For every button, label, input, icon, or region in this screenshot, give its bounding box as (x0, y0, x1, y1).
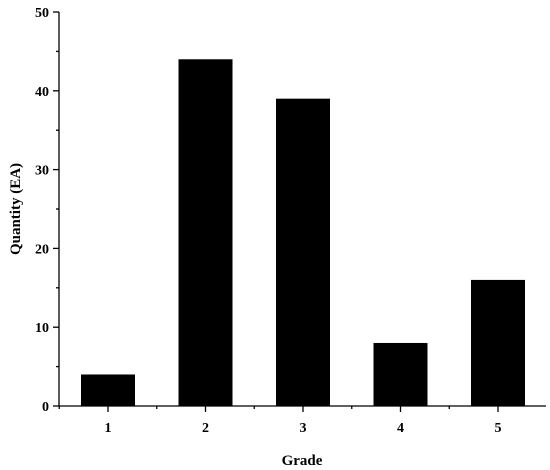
bar-grade-1 (81, 374, 135, 406)
y-tick-label: 50 (35, 6, 49, 21)
bar-grade-3 (276, 98, 330, 407)
y-tick-label: 20 (35, 242, 49, 257)
x-axis-title: Grade (282, 453, 323, 469)
y-tick-label: 30 (35, 164, 49, 179)
y-ticks-group: 0 10 20 30 40 50 (35, 6, 59, 415)
x-tick-label: 2 (202, 421, 209, 436)
x-tick-label: 1 (105, 421, 112, 436)
y-tick-label: 0 (42, 400, 49, 415)
x-ticks-group: 1 2 3 4 5 (58, 406, 502, 436)
bar-grade-4 (373, 342, 428, 406)
x-tick-label: 5 (495, 421, 502, 436)
bar-grade-5 (471, 279, 525, 406)
y-axis-title: Quantity (EA) (8, 163, 24, 255)
y-tick-label: 40 (35, 85, 49, 100)
bars-group (81, 59, 525, 407)
y-tick-label: 10 (35, 321, 49, 336)
x-tick-label: 4 (397, 421, 404, 436)
bar-grade-2 (178, 59, 233, 406)
x-tick-label: 3 (300, 421, 307, 436)
